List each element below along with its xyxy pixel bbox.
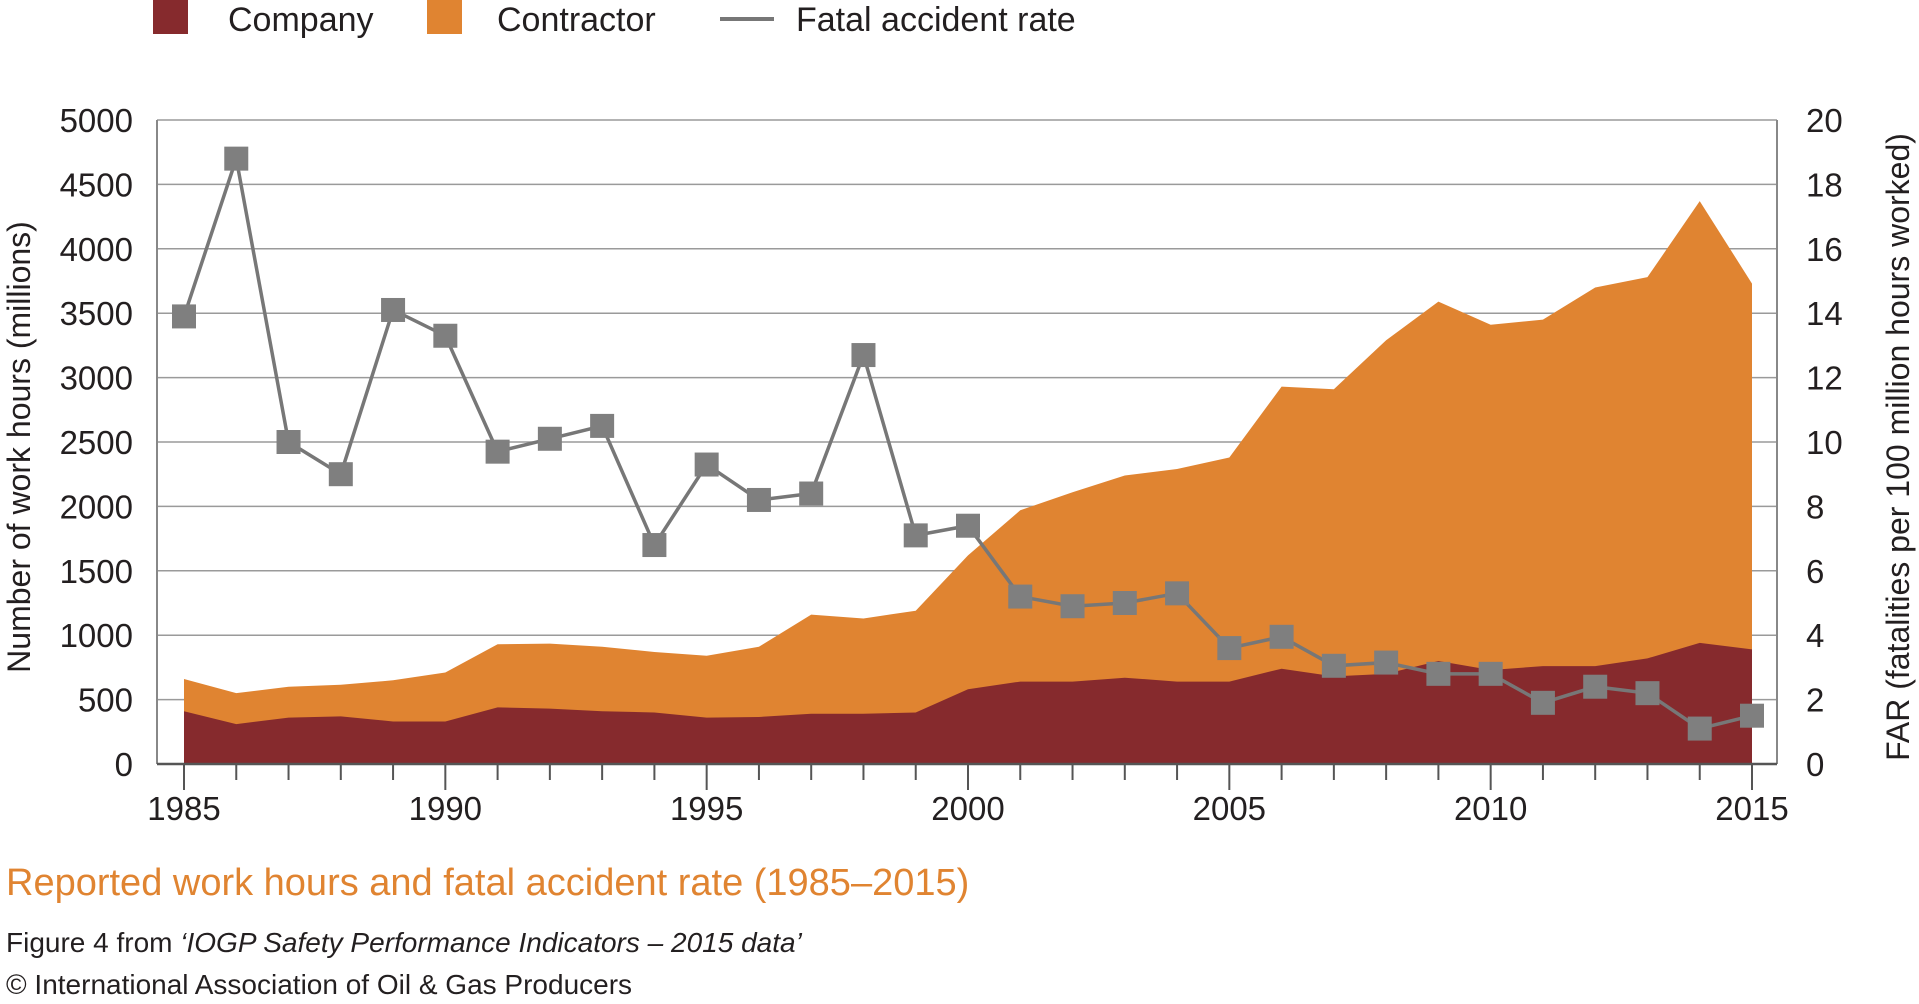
far-marker	[746, 487, 771, 512]
y-tick-label: 2000	[60, 488, 133, 525]
y-tick-label: 500	[78, 682, 133, 719]
right-axis-ticks: 0 2 4 6 8 10 12 14 16 18 20	[1806, 102, 1843, 783]
x-tick-label: 1995	[670, 790, 743, 827]
contractor-area	[184, 201, 1752, 765]
legend-swatch-contractor	[427, 0, 462, 34]
far-marker	[590, 413, 615, 438]
x-tick-label: 2000	[931, 790, 1004, 827]
company-area	[184, 642, 1752, 764]
x-tick-label: 2015	[1715, 790, 1788, 827]
far-marker	[1583, 674, 1608, 699]
far-marker	[1374, 650, 1399, 675]
far-marker	[799, 481, 824, 506]
far-marker	[1426, 661, 1451, 686]
far-marker	[381, 297, 406, 322]
x-tick-label: 1990	[409, 790, 482, 827]
far-marker	[224, 146, 249, 171]
y2-tick-label: 20	[1806, 102, 1843, 139]
y-tick-label: 3500	[60, 295, 133, 332]
far-marker	[172, 304, 196, 329]
far-marker	[1112, 591, 1137, 615]
y2-tick-label: 4	[1806, 617, 1824, 654]
far-marker	[851, 343, 876, 368]
far-marker	[1008, 584, 1033, 609]
left-axis-ticks: 0 500 1000 1500 2000 2500 3000 3500 4000 4500 5000	[60, 102, 133, 783]
y2-tick-label: 2	[1806, 682, 1824, 719]
legend: Company Contractor Fatal accident rate	[153, 0, 1076, 39]
x-tick-label: 1985	[147, 790, 220, 827]
y-tick-label: 1500	[60, 553, 133, 590]
far-marker	[1635, 681, 1660, 706]
far-marker	[1217, 636, 1242, 661]
area-series	[184, 201, 1752, 765]
y2-tick-label: 18	[1806, 166, 1843, 203]
source-title: ‘IOGP Safety Performance Indicators – 20…	[180, 927, 802, 958]
chart-caption-title: Reported work hours and fatal accident r…	[6, 862, 969, 904]
y2-tick-label: 10	[1806, 424, 1843, 461]
far-marker	[328, 462, 353, 487]
y2-tick-label: 14	[1806, 295, 1843, 332]
legend-swatch-company	[153, 0, 188, 34]
far-marker	[903, 523, 928, 548]
far-marker	[1165, 581, 1190, 606]
legend-label-contractor: Contractor	[497, 1, 656, 39]
far-marker	[1530, 690, 1555, 715]
legend-label-far: Fatal accident rate	[796, 1, 1076, 39]
copyright: © International Association of Oil & Gas…	[6, 969, 632, 1000]
far-marker	[1269, 624, 1294, 649]
y2-tick-label: 0	[1806, 746, 1824, 783]
far-series	[172, 146, 1764, 741]
x-tick-label: 2005	[1193, 790, 1266, 827]
axes	[156, 120, 1778, 790]
y-tick-label: 5000	[60, 102, 133, 139]
y-axis-title: Number of work hours (millions)	[1, 221, 37, 673]
far-marker	[485, 439, 510, 464]
far-marker	[1060, 594, 1085, 619]
far-marker	[1687, 716, 1712, 741]
y-tick-label: 4000	[60, 231, 133, 268]
gridlines	[157, 119, 1777, 701]
far-marker	[1740, 703, 1764, 728]
y2-axis-title: FAR (fatalities per 100 million hours wo…	[1880, 133, 1916, 761]
legend-label-company: Company	[228, 1, 374, 39]
y2-tick-label: 6	[1806, 553, 1824, 590]
y-tick-label: 2500	[60, 424, 133, 461]
far-marker	[1478, 661, 1503, 686]
far-marker	[433, 323, 458, 348]
x-axis-ticks: 1985 1990 1995 2000 2005 2010 2015	[147, 790, 1788, 827]
far-marker	[694, 452, 719, 477]
x-tick-label: 2010	[1454, 790, 1527, 827]
far-marker	[276, 430, 301, 454]
y2-tick-label: 8	[1806, 488, 1824, 525]
source-line: Figure 4 from ‘IOGP Safety Performance I…	[6, 927, 803, 958]
y2-tick-label: 12	[1806, 360, 1843, 397]
source-prefix: Figure 4 from	[6, 927, 180, 958]
y-tick-label: 0	[115, 746, 133, 783]
y-tick-label: 3000	[60, 360, 133, 397]
y-tick-label: 4500	[60, 166, 133, 203]
far-marker	[537, 426, 562, 451]
far-marker	[1321, 653, 1346, 678]
far-marker	[642, 533, 667, 558]
y-tick-label: 1000	[60, 617, 133, 654]
y2-tick-label: 16	[1806, 231, 1843, 268]
far-marker	[956, 513, 980, 538]
